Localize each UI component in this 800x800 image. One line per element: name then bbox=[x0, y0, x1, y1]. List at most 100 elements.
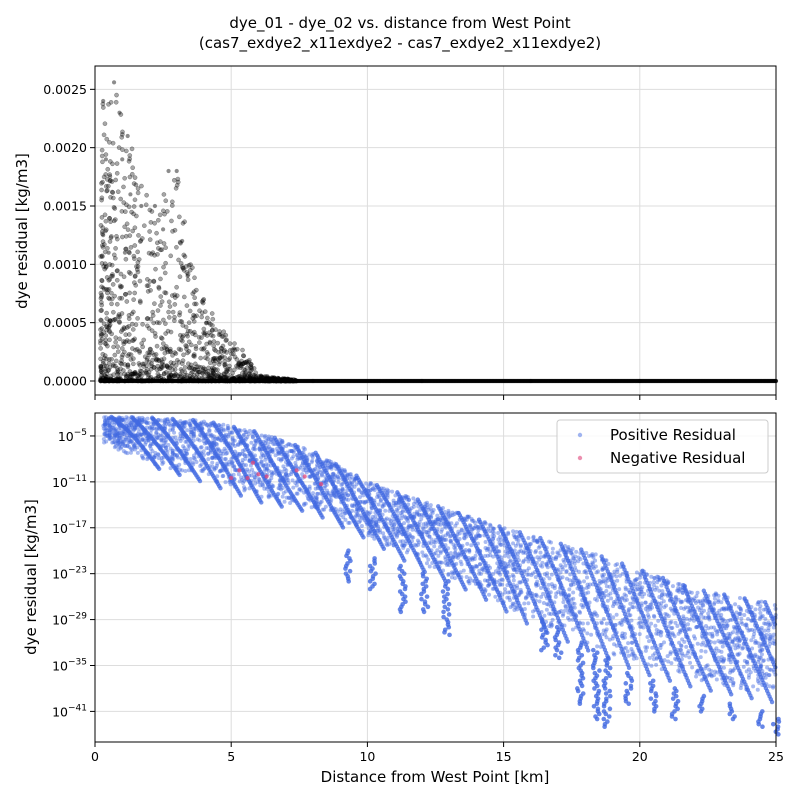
top-point bbox=[112, 256, 118, 261]
top-point bbox=[212, 347, 217, 352]
top-point bbox=[205, 356, 210, 362]
positive-point bbox=[503, 587, 508, 592]
top-point bbox=[168, 348, 173, 354]
top-point bbox=[123, 291, 128, 297]
positive-point bbox=[331, 472, 336, 477]
positive-point bbox=[453, 550, 458, 555]
top-point bbox=[144, 363, 149, 368]
top-point bbox=[161, 227, 166, 232]
positive-point bbox=[653, 623, 658, 628]
top-point bbox=[109, 378, 115, 383]
positive-point bbox=[744, 660, 749, 665]
top-point bbox=[124, 338, 130, 343]
top-point bbox=[184, 303, 190, 308]
top-point bbox=[132, 290, 137, 296]
top-point bbox=[147, 229, 152, 234]
top-point bbox=[103, 341, 109, 347]
top-point bbox=[136, 257, 142, 262]
top-point bbox=[172, 302, 178, 307]
top-point bbox=[182, 365, 188, 370]
top-point bbox=[109, 290, 114, 296]
top-point bbox=[161, 264, 166, 270]
positive-point bbox=[210, 460, 215, 465]
top-point bbox=[153, 266, 158, 272]
positive-point bbox=[547, 576, 552, 581]
positive-point bbox=[289, 472, 294, 477]
positive-point bbox=[738, 606, 743, 611]
top-point bbox=[145, 356, 150, 361]
positive-point bbox=[168, 446, 173, 451]
top-point bbox=[119, 134, 125, 140]
top-point bbox=[188, 377, 194, 382]
top-point bbox=[128, 192, 133, 197]
top-point bbox=[223, 338, 229, 343]
top-point bbox=[218, 332, 223, 337]
top-point bbox=[158, 247, 163, 253]
top-point bbox=[183, 324, 189, 330]
top-point bbox=[205, 352, 211, 357]
top-point bbox=[173, 372, 179, 378]
positive-point bbox=[712, 673, 717, 678]
top-point bbox=[272, 378, 278, 384]
top-point bbox=[161, 192, 167, 197]
top-point bbox=[125, 133, 130, 139]
top-point bbox=[103, 227, 109, 233]
top-y-axis-label: dye residual [kg/m3] bbox=[13, 153, 31, 309]
top-point bbox=[131, 204, 137, 209]
top-y-tick-label: 0.0000 bbox=[43, 374, 87, 389]
top-point bbox=[150, 309, 156, 315]
positive-point bbox=[549, 572, 554, 577]
top-point bbox=[103, 218, 109, 224]
top-point bbox=[98, 333, 104, 339]
positive-point bbox=[533, 575, 538, 580]
top-point bbox=[108, 100, 114, 105]
top-point bbox=[199, 346, 204, 352]
positive-point bbox=[590, 564, 595, 569]
positive-point bbox=[522, 601, 527, 606]
top-point bbox=[203, 378, 209, 384]
positive-point bbox=[746, 675, 751, 680]
top-point bbox=[174, 245, 179, 250]
positive-point bbox=[128, 450, 133, 455]
top-point bbox=[146, 359, 152, 365]
positive-point bbox=[695, 641, 700, 646]
top-point bbox=[167, 315, 172, 320]
top-point bbox=[126, 351, 132, 357]
top-point bbox=[244, 374, 250, 380]
positive-point bbox=[624, 597, 629, 602]
positive-point bbox=[539, 594, 544, 599]
positive-point bbox=[214, 465, 219, 470]
top-point bbox=[241, 353, 247, 359]
top-point bbox=[151, 278, 157, 284]
top-point bbox=[154, 230, 159, 236]
top-point bbox=[125, 227, 131, 232]
top-point bbox=[173, 351, 179, 356]
top-point bbox=[192, 354, 197, 359]
top-point bbox=[119, 284, 124, 289]
top-point bbox=[99, 180, 104, 186]
top-point bbox=[224, 350, 229, 355]
top-point bbox=[115, 268, 120, 273]
top-point bbox=[126, 313, 132, 318]
top-point bbox=[159, 299, 165, 304]
top-point bbox=[99, 326, 105, 331]
positive-point bbox=[569, 583, 574, 588]
positive-point bbox=[511, 529, 516, 534]
top-point bbox=[154, 343, 160, 349]
top-point bbox=[166, 377, 171, 383]
top-point bbox=[100, 351, 106, 357]
top-point bbox=[204, 320, 209, 325]
positive-point bbox=[703, 649, 708, 654]
top-point bbox=[158, 294, 164, 299]
top-point bbox=[206, 330, 212, 336]
positive-point bbox=[664, 603, 669, 608]
positive-point bbox=[607, 584, 612, 589]
positive-point bbox=[320, 507, 325, 512]
top-point bbox=[196, 375, 202, 380]
top-point bbox=[135, 316, 140, 321]
top-point bbox=[161, 317, 166, 323]
top-point bbox=[128, 374, 133, 380]
positive-point bbox=[615, 578, 620, 583]
top-point bbox=[147, 237, 153, 242]
top-point bbox=[213, 367, 218, 373]
